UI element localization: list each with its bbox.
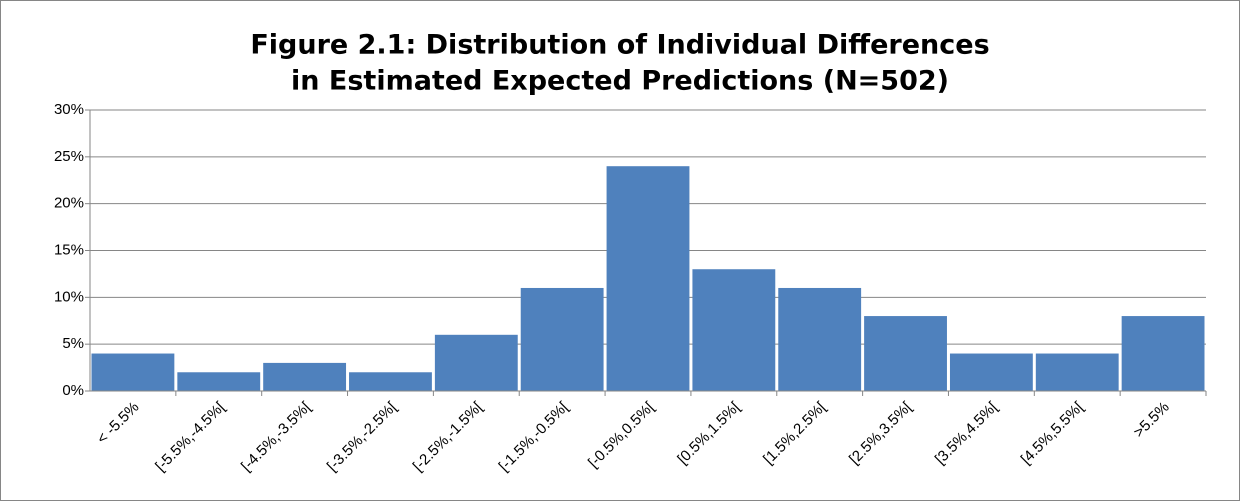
bar [864, 316, 947, 391]
y-tick-label: 15% [54, 241, 84, 258]
bar [91, 353, 175, 391]
chart-title: in Estimated Expected Predictions (N=502… [291, 66, 949, 97]
bar [949, 353, 1033, 391]
y-tick-label: 5% [62, 335, 84, 352]
y-tick-label: 20% [54, 195, 84, 212]
bar [520, 287, 604, 391]
bar [778, 287, 862, 391]
bar [692, 269, 776, 391]
y-tick-label: 10% [54, 288, 84, 305]
chart-title: Figure 2.1: Distribution of Individual D… [250, 30, 989, 61]
bar [434, 334, 518, 391]
bar [349, 372, 432, 391]
bar [1121, 316, 1205, 391]
bar [263, 362, 347, 391]
y-tick-label: 25% [54, 148, 84, 165]
bar [177, 372, 261, 391]
bar [606, 166, 690, 391]
y-tick-label: 30% [54, 101, 84, 118]
y-tick-label: 0% [62, 382, 84, 399]
bar [1035, 353, 1119, 391]
